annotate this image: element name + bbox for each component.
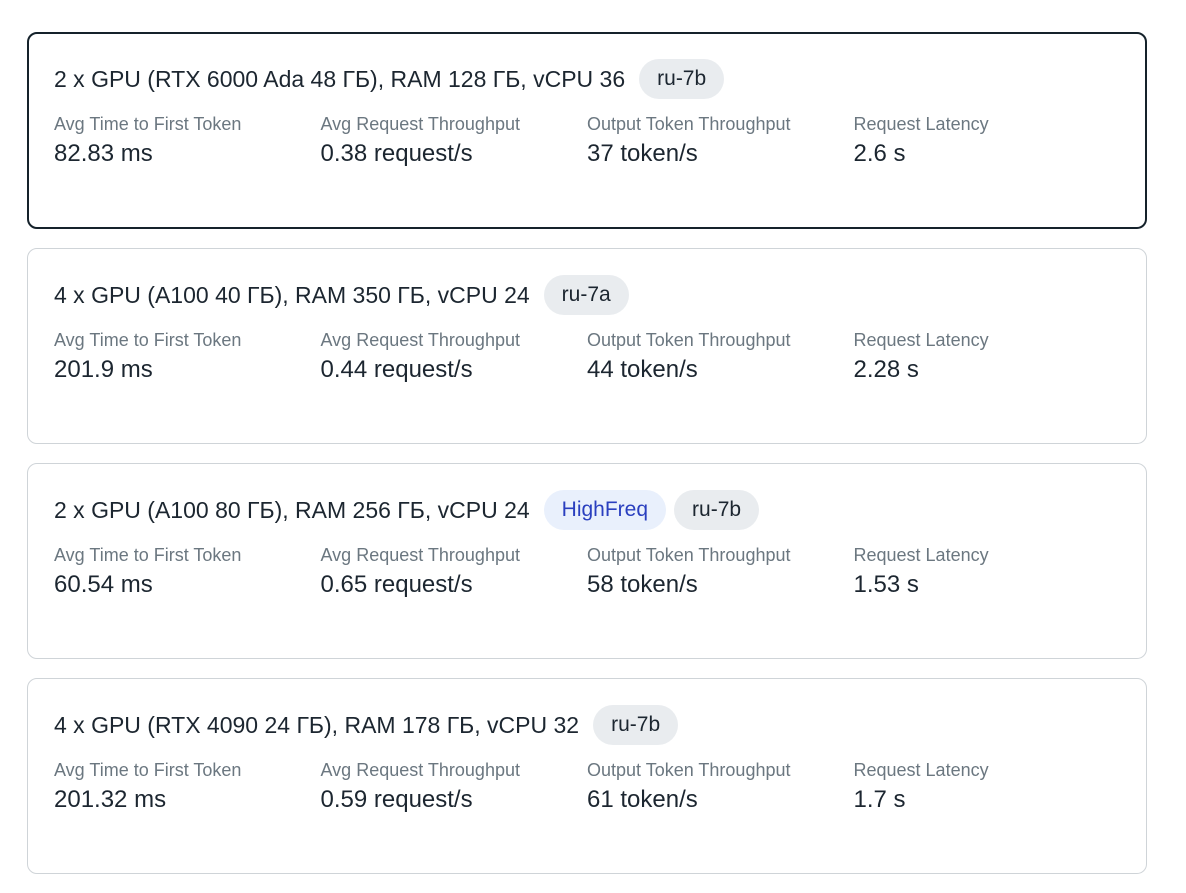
metric-value: 1.53 s <box>853 571 919 598</box>
metric-label: Output Token Throughput <box>587 330 791 350</box>
metric-label: Request Latency <box>853 545 989 565</box>
card-title: 2 x GPU (A100 80 ГБ), RAM 256 ГБ, vCPU 2… <box>54 496 530 523</box>
metric-label: Avg Time to First Token <box>54 760 242 780</box>
metric-value: 60.54 ms <box>54 571 153 598</box>
card-header: 2 x GPU (A100 80 ГБ), RAM 256 ГБ, vCPU 2… <box>54 490 1120 530</box>
metric: Avg Time to First Token 60.54 ms <box>54 544 321 602</box>
metric-label: Avg Request Throughput <box>320 114 520 134</box>
metrics-row: Avg Time to First Token 60.54 ms Avg Reque… <box>54 544 1120 602</box>
metric-value: 0.59 request/s <box>320 786 473 813</box>
tag: ru-7b <box>639 59 725 99</box>
metric-value: 201.32 ms <box>54 786 167 813</box>
metric: Request Latency 1.7 s <box>854 759 1121 817</box>
metric-label: Avg Time to First Token <box>54 330 242 350</box>
config-card[interactable]: 4 x GPU (A100 40 ГБ), RAM 350 ГБ, vCPU 2… <box>27 248 1147 444</box>
tag: HighFreq <box>543 490 667 530</box>
metric-label: Avg Request Throughput <box>320 545 520 565</box>
metric-value: 37 token/s <box>587 140 698 167</box>
metric: Avg Request Throughput 0.65 request/s <box>321 544 588 602</box>
metric-label: Output Token Throughput <box>587 760 791 780</box>
metric-value: 0.44 request/s <box>320 356 473 383</box>
metric-value: 1.7 s <box>853 786 906 813</box>
metric-value: 61 token/s <box>587 786 698 813</box>
metric-value: 44 token/s <box>587 356 698 383</box>
metric-label: Avg Request Throughput <box>320 760 520 780</box>
metric-value: 201.9 ms <box>54 356 153 383</box>
metric-value: 58 token/s <box>587 571 698 598</box>
config-card[interactable]: 2 x GPU (RTX 6000 Ada 48 ГБ), RAM 128 ГБ… <box>27 32 1147 229</box>
metric: Avg Request Throughput 0.44 request/s <box>321 329 588 387</box>
tag: ru-7b <box>593 705 679 745</box>
metric: Request Latency 1.53 s <box>854 544 1121 602</box>
metric: Avg Request Throughput 0.59 request/s <box>321 759 588 817</box>
card-header: 2 x GPU (RTX 6000 Ada 48 ГБ), RAM 128 ГБ… <box>54 59 1120 99</box>
metric-value: 0.38 request/s <box>320 140 473 167</box>
metric-value: 0.65 request/s <box>320 571 473 598</box>
metric: Request Latency 2.28 s <box>854 329 1121 387</box>
metrics-row: Avg Time to First Token 201.9 ms Avg Reque… <box>54 329 1120 387</box>
metric: Avg Request Throughput 0.38 request/s <box>321 113 588 171</box>
config-card[interactable]: 2 x GPU (A100 80 ГБ), RAM 256 ГБ, vCPU 2… <box>27 463 1147 659</box>
config-card[interactable]: 4 x GPU (RTX 4090 24 ГБ), RAM 178 ГБ, vC… <box>27 678 1147 874</box>
metric: Avg Time to First Token 82.83 ms <box>54 113 321 171</box>
card-title: 4 x GPU (RTX 4090 24 ГБ), RAM 178 ГБ, vC… <box>54 711 580 738</box>
metric: Output Token Throughput 58 token/s <box>587 544 854 602</box>
tag: ru-7b <box>674 490 760 530</box>
metric-label: Output Token Throughput <box>587 114 791 134</box>
metric-value: 82.83 ms <box>54 140 153 167</box>
metric-value: 2.6 s <box>853 140 906 167</box>
metric: Avg Time to First Token 201.9 ms <box>54 329 321 387</box>
metrics-row: Avg Time to First Token 201.32 ms Avg Requ… <box>54 759 1120 817</box>
metric-label: Avg Request Throughput <box>320 330 520 350</box>
metric-label: Request Latency <box>853 330 989 350</box>
metric-value: 2.28 s <box>853 356 919 383</box>
metric: Output Token Throughput 37 token/s <box>587 113 854 171</box>
metric-label: Request Latency <box>853 114 989 134</box>
card-title: 2 x GPU (RTX 6000 Ada 48 ГБ), RAM 128 ГБ… <box>54 65 626 92</box>
metric-label: Avg Time to First Token <box>54 545 242 565</box>
tag: ru-7a <box>543 275 629 315</box>
metric-label: Request Latency <box>853 760 989 780</box>
metric: Avg Time to First Token 201.32 ms <box>54 759 321 817</box>
metric: Output Token Throughput 61 token/s <box>587 759 854 817</box>
card-title: 4 x GPU (A100 40 ГБ), RAM 350 ГБ, vCPU 2… <box>54 281 530 308</box>
metric: Output Token Throughput 44 token/s <box>587 329 854 387</box>
card-header: 4 x GPU (A100 40 ГБ), RAM 350 ГБ, vCPU 2… <box>54 275 1120 315</box>
metric-label: Avg Time to First Token <box>54 114 242 134</box>
metric-label: Output Token Throughput <box>587 545 791 565</box>
card-list: 2 x GPU (RTX 6000 Ada 48 ГБ), RAM 128 ГБ… <box>27 32 1147 893</box>
metrics-row: Avg Time to First Token 82.83 ms Avg Reque… <box>54 113 1120 171</box>
card-header: 4 x GPU (RTX 4090 24 ГБ), RAM 178 ГБ, vC… <box>54 705 1120 745</box>
metric: Request Latency 2.6 s <box>854 113 1121 171</box>
